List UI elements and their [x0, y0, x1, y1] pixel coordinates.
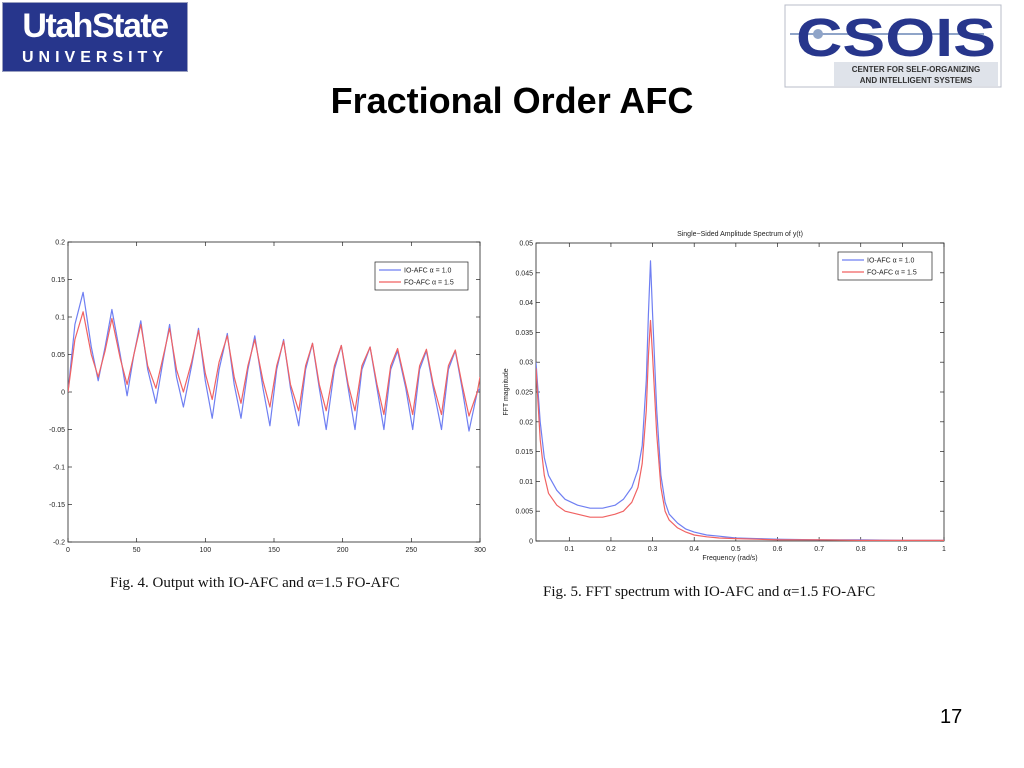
series-line-io-afc	[68, 291, 480, 432]
utah-state-university-logo: UtahState UNIVERSITY	[2, 2, 188, 72]
y-tick-label: 0.015	[515, 449, 533, 456]
y-tick-label: 0.01	[519, 479, 533, 486]
legend-label-io-afc: IO-AFC α = 1.0	[867, 258, 915, 265]
x-axis-label: Frequency (rad/s)	[702, 555, 757, 562]
x-tick-label: 0.6	[773, 546, 783, 553]
y-tick-label: 0.025	[515, 390, 533, 397]
x-tick-label: 0.7	[814, 546, 824, 553]
legend-label-io-afc: IO-AFC α = 1.0	[404, 268, 452, 275]
y-tick-label: 0.1	[55, 315, 65, 322]
y-tick-label: -0.1	[53, 465, 65, 472]
x-tick-label: 0.4	[689, 546, 699, 553]
y-tick-label: 0.05	[519, 241, 533, 248]
x-tick-label: 200	[337, 547, 349, 554]
x-tick-label: 1	[942, 546, 946, 553]
csois-logo-subtitle2: AND INTELLIGENT SYSTEMS	[860, 76, 973, 85]
figure-5-caption: Fig. 5. FFT spectrum with IO-AFC and α=1…	[543, 584, 876, 600]
page-number: 17	[940, 706, 963, 728]
chart-title: Single−Sided Amplitude Spectrum of y(t)	[677, 231, 803, 238]
y-tick-label: 0	[61, 390, 65, 397]
figure-4-caption: Fig. 4. Output with IO-AFC and α=1.5 FO-…	[110, 575, 400, 591]
x-tick-label: 0.9	[898, 546, 908, 553]
csois-logo-dot	[813, 29, 823, 39]
csois-logo-name: CSOIS	[796, 8, 996, 68]
legend-label-fo-afc: FO-AFC α = 1.5	[404, 280, 454, 287]
series-line-fo-afc	[536, 319, 944, 541]
x-tick-label: 150	[268, 547, 280, 554]
y-tick-label: 0.2	[55, 240, 65, 247]
x-tick-label: 0.8	[856, 546, 866, 553]
y-tick-label: 0.035	[515, 330, 533, 337]
y-tick-label: 0.04	[519, 300, 533, 307]
series-line-io-afc	[536, 260, 944, 541]
usu-logo-line2: UNIVERSITY	[21, 49, 168, 66]
y-tick-label: 0.02	[519, 419, 533, 426]
usu-logo-line1: UtahState	[22, 7, 169, 45]
plot-area	[67, 241, 481, 543]
legend-box	[837, 251, 933, 281]
y-tick-label: 0.03	[519, 360, 533, 367]
y-tick-label: 0	[529, 539, 533, 546]
csois-logo-subtitle-bg	[834, 62, 998, 86]
x-tick-label: 0	[66, 547, 70, 554]
y-tick-label: -0.15	[49, 502, 65, 509]
csois-logo-subtitle1: CENTER FOR SELF-ORGANIZING	[852, 65, 980, 74]
y-tick-label: 0.005	[515, 509, 533, 516]
y-axis-label: FFT magnitude	[503, 368, 510, 415]
x-tick-label: 250	[405, 547, 417, 554]
csois-logo: CSOIS CENTER FOR SELF-ORGANIZING AND INT…	[784, 4, 1002, 88]
x-tick-label: 0.1	[564, 546, 574, 553]
x-tick-label: 0.3	[648, 546, 658, 553]
x-tick-label: 0.2	[606, 546, 616, 553]
legend-box	[374, 261, 469, 291]
y-tick-label: -0.2	[53, 540, 65, 547]
y-tick-label: 0.15	[51, 277, 65, 284]
plot-area	[535, 242, 945, 542]
legend-label-fo-afc: FO-AFC α = 1.5	[867, 270, 917, 277]
y-tick-label: 0.05	[51, 352, 65, 359]
slide-title: Fractional Order AFC	[330, 80, 694, 121]
x-tick-label: 0.5	[731, 546, 741, 553]
x-tick-label: 100	[199, 547, 211, 554]
series-line-fo-afc	[68, 311, 480, 417]
y-tick-label: -0.05	[49, 427, 65, 434]
x-tick-label: 50	[133, 547, 141, 554]
y-tick-label: 0.045	[515, 270, 533, 277]
x-tick-label: 300	[474, 547, 486, 554]
